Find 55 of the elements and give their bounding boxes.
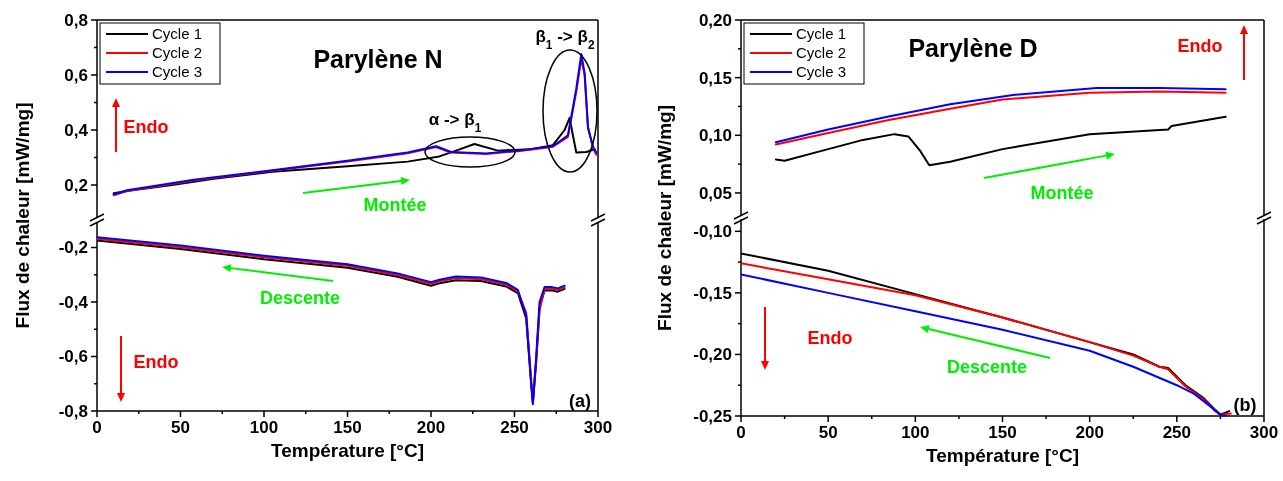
x-tick-label: 150 (333, 418, 362, 437)
y-tick-label: -0,10 (693, 222, 732, 242)
y-tick-label: -0,8 (58, 401, 88, 421)
x-tick-label: 150 (988, 423, 1017, 442)
y-tick-label: 0,4 (64, 120, 89, 140)
legend-label: Cycle 1 (152, 25, 203, 43)
annotation: Endo (133, 352, 179, 372)
y-tick-label: 0,20 (698, 10, 732, 30)
annotation: Descente (946, 357, 1028, 377)
y-tick-label: 0,10 (698, 126, 732, 146)
x-tick-label: 200 (416, 418, 446, 437)
y-tick-label: 0,8 (64, 10, 88, 30)
y-axis-title: Flux de chaleur [mW/mg] (11, 102, 33, 329)
line-series (774, 115, 1227, 167)
x-tick-label: 0 (92, 418, 102, 437)
legend-label: Cycle 1 (796, 25, 847, 43)
text: Parylène D (908, 34, 1038, 62)
y-tick-label: 0,15 (698, 68, 732, 88)
annotation: Montée (1030, 183, 1094, 203)
annotation: Endo (1177, 36, 1223, 56)
x-axis-title: Température [°C] (271, 440, 424, 461)
annotation: Montée (363, 195, 427, 215)
x-tick-label: 200 (1075, 423, 1104, 442)
x-axis-title: Température [°C] (926, 445, 1079, 466)
x-tick-label: 300 (583, 418, 613, 437)
legend-label: Cycle 3 (152, 63, 203, 81)
text: Parylène N (313, 45, 443, 73)
x-tick-label: 50 (171, 418, 190, 437)
annotation: (b) (1233, 395, 1257, 415)
annotation: (a) (569, 391, 591, 411)
x-tick-label: 50 (818, 423, 838, 442)
x-tick-label: 100 (901, 423, 930, 442)
x-tick-label: 250 (500, 418, 529, 437)
y-tick-label: -0,25 (693, 406, 732, 426)
legend-label: Cycle 2 (152, 44, 203, 62)
annotation: Descente (259, 288, 341, 308)
x-tick-label: 0 (736, 423, 746, 442)
legend-label: Cycle 2 (796, 44, 847, 62)
y-tick-label: 0,05 (698, 183, 732, 203)
annotation: α -> β$_{1}$ (428, 110, 482, 135)
y-tick-label: -0,2 (58, 238, 88, 258)
x-tick-label: 100 (249, 418, 279, 437)
y-tick-label: 0,2 (64, 175, 88, 195)
y-tick-label: -0,4 (58, 292, 89, 312)
x-tick-label: 300 (1249, 423, 1279, 442)
annotation: β$_{1}$ -> β$_{2}$ (535, 27, 595, 52)
legend-label: Cycle 3 (796, 63, 847, 81)
y-tick-label: -0,6 (58, 347, 88, 367)
y-tick-label: 0,6 (64, 65, 88, 85)
y-tick-label: -0,20 (693, 345, 732, 365)
x-tick-label: 250 (1162, 423, 1192, 442)
y-tick-label: -0,15 (693, 283, 732, 303)
annotation: Endo (807, 328, 853, 348)
annotation: Endo (123, 117, 169, 137)
y-axis-title: Flux de chaleur [mW/mg] (653, 105, 675, 331)
